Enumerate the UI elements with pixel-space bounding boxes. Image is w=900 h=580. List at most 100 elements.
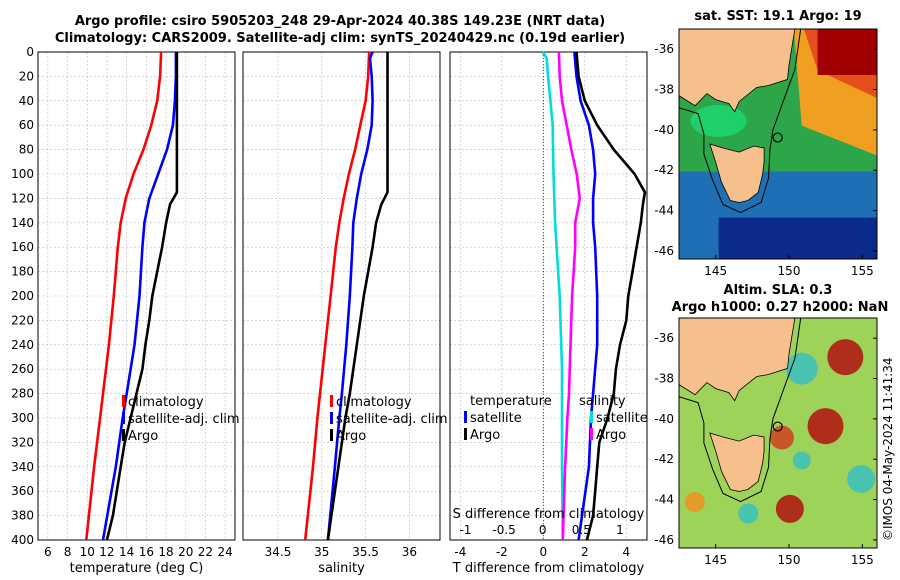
- altimetry-map: -36 -38 -40 -42 -44 -46 145 150 155: [654, 317, 878, 567]
- lat-tick-label: -40: [654, 412, 674, 426]
- altimetry-map-title-1: Altim. SLA: 0.3: [723, 283, 833, 298]
- chart-title-line-2: Climatology: CARS2009. Satellite-adj cli…: [54, 31, 626, 46]
- x-tick-label: 34.5: [265, 545, 292, 559]
- x2-tick-label: 1: [616, 523, 624, 537]
- y-tick-label: 60: [19, 118, 34, 132]
- profile-panel-salinity: 34.5 35 35.5 36 salinity climatology satellite…: [242, 51, 448, 576]
- x-tick-label: 14: [119, 545, 134, 559]
- bathymetry-contour: [679, 29, 802, 214]
- y-tick-label: 140: [11, 216, 34, 230]
- argo-float-marker: [772, 421, 783, 432]
- series-line-climatology: [303, 51, 371, 541]
- lat-tick-label: -44: [654, 204, 674, 218]
- legend-label: satellite: [596, 411, 648, 426]
- y-tick-label: 220: [11, 313, 34, 327]
- x-tick-label: 36: [402, 545, 417, 559]
- lat-tick-label: -40: [654, 123, 674, 137]
- chart-title-line-1: Argo profile: csiro 5905203_248 29-Apr-2…: [74, 14, 606, 29]
- mainland-australia: [679, 29, 796, 113]
- legend-label: Argo: [596, 428, 626, 443]
- series-line-argo: [326, 52, 389, 541]
- map-frame: [678, 28, 878, 260]
- y-tick-label: 240: [11, 338, 34, 352]
- sla-anomaly: [738, 503, 759, 524]
- legend-swatch: [122, 429, 125, 441]
- x-tick-label: 10: [80, 545, 95, 559]
- altimetry-map-title-2: Argo h1000: 0.27 h2000: NaN: [671, 300, 889, 315]
- legend-swatch: [330, 412, 333, 424]
- x-tick-label: -4: [454, 545, 466, 559]
- legend-swatch: [464, 428, 467, 440]
- plot-frame: [449, 51, 648, 541]
- y-tick-label: 180: [11, 265, 34, 279]
- x-tick-label: 35: [314, 545, 329, 559]
- sst-map-title: sat. SST: 19.1 Argo: 19: [694, 9, 862, 24]
- legend-label: Argo: [470, 428, 500, 443]
- lat-tick-label: -38: [654, 83, 674, 97]
- sst-cold-band: [718, 217, 877, 259]
- series-line-s-satellite: [541, 51, 565, 541]
- x2-tick-label: 0.5: [572, 523, 591, 537]
- lon-tick-label: 145: [704, 264, 727, 278]
- y-tick-label: 80: [19, 143, 34, 157]
- legend-label: satellite-adj. clim: [336, 412, 448, 427]
- x-tick-label: 8: [64, 545, 72, 559]
- y-tick-label: 300: [11, 411, 34, 425]
- x-tick-label: -2: [496, 545, 508, 559]
- y-tick-label: 200: [11, 289, 34, 303]
- map-content: [679, 318, 877, 548]
- y-tick-label: 100: [11, 167, 34, 181]
- legend-swatch: [330, 429, 333, 441]
- x-tick-label: 20: [178, 545, 193, 559]
- series-line-s-argo: [557, 51, 582, 541]
- legend-label: Argo: [128, 429, 158, 444]
- legend-label: satellite-adj. clim: [128, 412, 240, 427]
- map-content: [679, 29, 877, 259]
- lat-tick-label: -44: [654, 493, 674, 507]
- lat-tick-label: -46: [654, 533, 674, 547]
- profile-panel-temperature: 6 8 10 12 14 16 18 20 22 240204060801001201401601…: [11, 45, 240, 576]
- lat-tick-label: -36: [654, 42, 674, 56]
- legend-swatch: [122, 395, 125, 407]
- x2-tick-label: -0.5: [492, 523, 515, 537]
- y-tick-label: 380: [11, 509, 34, 523]
- y-tick-label: 20: [19, 69, 34, 83]
- sla-anomaly: [792, 451, 811, 470]
- sst-map: -36 -38 -40 -42 -44 -46 145 150 155: [654, 28, 878, 278]
- x-tick-label: 0: [539, 545, 547, 559]
- tasmania: [709, 432, 765, 492]
- series-line-satellite-adj-clim: [101, 52, 178, 541]
- legend-swatch: [464, 411, 467, 423]
- y-tick-label: 400: [11, 533, 34, 547]
- legend-label: climatology: [336, 395, 412, 410]
- sst-bright-patch: [690, 105, 747, 137]
- mainland-australia: [679, 318, 796, 402]
- lon-tick-label: 145: [704, 553, 727, 567]
- sla-anomaly: [775, 494, 804, 523]
- lon-tick-label: 150: [778, 553, 801, 567]
- x2-tick-label: 0: [539, 523, 547, 537]
- x-tick-label: 22: [198, 545, 213, 559]
- lat-tick-label: -38: [654, 372, 674, 386]
- legend-swatch: [330, 395, 333, 407]
- profile-panel-difference: -4 -2 0 2 4 T difference from climatology temp…: [449, 51, 648, 576]
- y-tick-label: 120: [11, 191, 34, 205]
- y-tick-label: 360: [11, 484, 34, 498]
- x-tick-label: 16: [139, 545, 154, 559]
- legend-swatch: [590, 428, 593, 440]
- legend-swatch: [122, 412, 125, 424]
- series-line-argo: [105, 52, 179, 541]
- x2-axis-label: S difference from climatology: [453, 507, 645, 522]
- series-line-climatology: [85, 51, 163, 541]
- x-tick-label: 18: [158, 545, 173, 559]
- x-axis-label: temperature (deg C): [70, 561, 204, 576]
- lat-tick-label: -42: [654, 452, 674, 466]
- lat-tick-label: -36: [654, 331, 674, 345]
- y-tick-label: 160: [11, 240, 34, 254]
- sla-anomaly: [684, 492, 705, 512]
- legend-label: climatology: [128, 395, 204, 410]
- sla-anomaly: [769, 425, 794, 450]
- x-tick-label: 12: [99, 545, 114, 559]
- y-tick-label: 260: [11, 362, 34, 376]
